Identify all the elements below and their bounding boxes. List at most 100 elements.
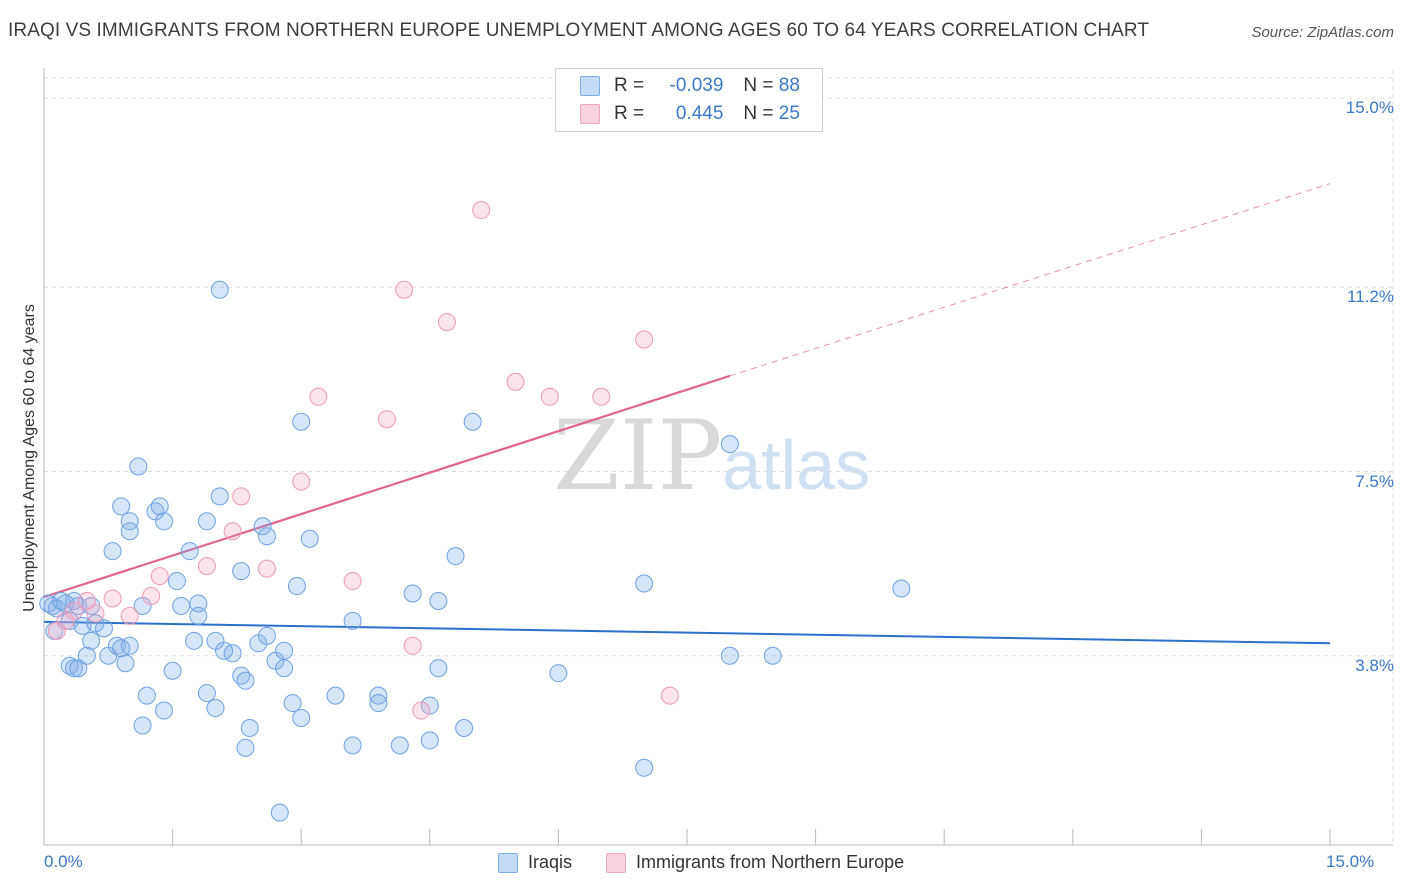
point-northern-europe: [77, 591, 96, 610]
point-iraqis: [257, 626, 276, 645]
point-iraqis: [763, 646, 782, 665]
legend-row-iraqis: R = -0.039 N = 88: [580, 73, 800, 99]
x-tick-label-max: 15.0%: [1326, 852, 1375, 871]
chart-title: IRAQI VS IMMIGRANTS FROM NORTHERN EUROPE…: [8, 20, 1150, 41]
point-northern-europe: [86, 604, 105, 623]
point-iraqis: [287, 577, 306, 596]
point-northern-europe: [103, 589, 122, 608]
point-northern-europe: [403, 636, 422, 655]
point-iraqis: [240, 718, 259, 737]
point-northern-europe: [292, 472, 311, 491]
r-label: R =: [614, 75, 645, 96]
point-iraqis: [120, 512, 139, 531]
northern-europe-legend-swatch: [606, 852, 627, 873]
watermark: ZIPatlas: [553, 400, 870, 512]
point-iraqis: [180, 542, 199, 561]
data-points: [39, 201, 911, 822]
point-northern-europe: [540, 387, 559, 406]
point-iraqis: [185, 631, 204, 650]
point-iraqis: [420, 731, 439, 750]
point-iraqis: [446, 547, 465, 566]
point-iraqis: [210, 487, 229, 506]
point-iraqis: [116, 654, 135, 673]
point-iraqis: [403, 584, 422, 603]
point-iraqis: [163, 661, 182, 680]
point-iraqis: [129, 457, 148, 476]
point-iraqis: [455, 718, 474, 737]
point-iraqis: [197, 512, 216, 531]
watermark-atlas: atlas: [722, 426, 871, 504]
n-value-iraqis: 88: [778, 75, 800, 96]
point-iraqis: [133, 716, 152, 735]
point-northern-europe: [142, 587, 161, 605]
point-iraqis: [390, 736, 409, 755]
r-label: R =: [614, 103, 645, 124]
point-iraqis: [189, 594, 208, 613]
point-iraqis: [206, 699, 225, 718]
point-iraqis: [720, 435, 739, 454]
iraqis-legend-swatch: [498, 852, 518, 873]
point-northern-europe: [150, 567, 169, 586]
point-iraqis: [257, 527, 276, 546]
point-iraqis: [155, 701, 174, 720]
point-northern-europe: [592, 387, 611, 406]
point-iraqis: [172, 596, 191, 615]
trend-line-iraqis: [43, 620, 1331, 645]
point-iraqis: [369, 694, 388, 713]
iraqis-legend-label: Iraqis: [528, 852, 573, 872]
northern-europe-swatch: [580, 104, 600, 124]
point-northern-europe: [506, 372, 525, 391]
n-value-northern-europe: 25: [778, 103, 800, 124]
point-iraqis: [292, 709, 311, 728]
point-northern-europe: [232, 487, 251, 506]
point-iraqis: [77, 646, 96, 665]
point-iraqis: [635, 758, 654, 777]
point-northern-europe: [412, 701, 431, 720]
point-iraqis: [292, 412, 311, 431]
r-value-iraqis: -0.039: [669, 75, 724, 96]
point-iraqis: [112, 497, 131, 516]
point-iraqis: [549, 664, 568, 683]
point-iraqis: [189, 606, 208, 625]
point-iraqis: [232, 562, 251, 581]
point-iraqis: [275, 659, 294, 678]
watermark-zip: ZIP: [553, 400, 723, 512]
point-iraqis: [150, 497, 169, 516]
n-label: N =: [743, 103, 774, 124]
point-iraqis: [343, 736, 362, 755]
point-iraqis: [103, 542, 122, 561]
point-iraqis: [95, 619, 114, 638]
point-northern-europe: [197, 557, 216, 576]
point-iraqis: [86, 614, 105, 633]
point-iraqis: [343, 611, 362, 630]
point-iraqis: [429, 591, 448, 610]
point-iraqis: [635, 574, 654, 593]
point-iraqis: [167, 572, 186, 591]
iraqis-swatch: [580, 76, 600, 96]
y-tick-label: 3.8%: [1355, 655, 1394, 675]
n-label: N =: [743, 75, 774, 96]
point-northern-europe: [120, 606, 139, 625]
point-iraqis: [69, 659, 88, 678]
point-iraqis: [236, 671, 255, 690]
point-iraqis: [420, 696, 439, 715]
x-tick-label-min: 0.0%: [44, 852, 83, 871]
point-iraqis: [892, 579, 911, 598]
point-iraqis: [720, 646, 739, 665]
y-axis-label: Unemployment Among Ages 60 to 64 years: [21, 304, 38, 612]
trend-line-northern-europe-extension: [729, 183, 1331, 377]
point-northern-europe: [660, 686, 679, 705]
y-tick-label: 11.2%: [1347, 287, 1394, 307]
point-iraqis: [210, 280, 229, 299]
r-value-northern-europe: 0.445: [675, 103, 724, 124]
point-iraqis: [275, 641, 294, 660]
trend-line-northern-europe: [43, 374, 731, 599]
point-northern-europe: [223, 522, 242, 541]
point-iraqis: [253, 517, 272, 536]
correlation-legend: R = -0.039 N = 88 R = 0.445 N = 25: [555, 68, 823, 132]
point-northern-europe: [377, 410, 396, 429]
point-iraqis: [236, 738, 255, 757]
series-legend: Iraqis Immigrants from Northern Europe: [498, 852, 904, 873]
point-iraqis: [120, 522, 139, 541]
